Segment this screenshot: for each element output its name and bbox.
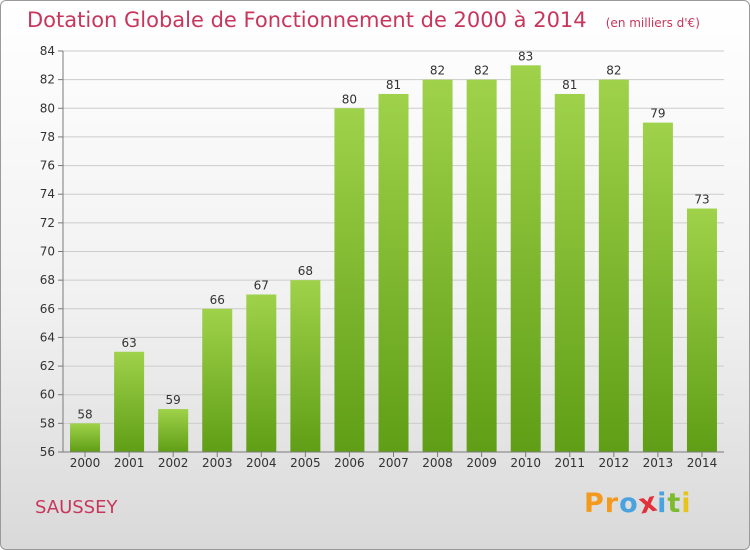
x-tick-label: 2013 bbox=[643, 456, 674, 470]
x-tick-label: 2012 bbox=[599, 456, 630, 470]
x-tick-label: 2011 bbox=[554, 456, 585, 470]
x-tick-label: 2001 bbox=[114, 456, 145, 470]
bar-2001 bbox=[114, 351, 145, 452]
x-tick-label: 2009 bbox=[466, 456, 497, 470]
bar-2013 bbox=[642, 122, 673, 452]
bar-2014 bbox=[686, 208, 717, 452]
axes: 56 58 60 62 64 66 68 70 72 74 76 78 80 82 84 2000 2001 20… bbox=[40, 44, 724, 470]
x-tick-label: 2007 bbox=[378, 456, 409, 470]
value-label: 59 bbox=[166, 393, 181, 407]
logo-letter: t bbox=[667, 488, 682, 519]
bar-2008 bbox=[422, 79, 453, 453]
y-tick-label: 80 bbox=[40, 101, 55, 115]
y-tick-label: 60 bbox=[40, 388, 55, 402]
logo-letter: o bbox=[619, 488, 639, 519]
x-tick-label: 2014 bbox=[687, 456, 718, 470]
y-tick-label: 68 bbox=[40, 273, 55, 287]
unit-note: (en milliers d'€) bbox=[605, 16, 700, 30]
bar-2006 bbox=[334, 108, 365, 453]
y-tick-label: 66 bbox=[40, 302, 55, 316]
y-tick-label: 64 bbox=[40, 330, 55, 344]
y-tick-label: 72 bbox=[40, 216, 55, 230]
y-tick-label: 78 bbox=[40, 130, 55, 144]
x-tick-label: 2005 bbox=[290, 456, 321, 470]
y-tick-label: 56 bbox=[40, 445, 55, 459]
y-tick-label: 62 bbox=[40, 359, 55, 373]
logo-letter: i bbox=[657, 488, 668, 519]
value-label: 81 bbox=[562, 78, 577, 92]
value-label: 79 bbox=[650, 107, 665, 121]
y-tick-label: 82 bbox=[40, 73, 55, 87]
bar-2004 bbox=[246, 294, 277, 452]
y-tick-label: 58 bbox=[40, 416, 55, 430]
value-label: 73 bbox=[694, 193, 709, 207]
title-row: Dotation Globale de Fonctionnement de 20… bbox=[27, 8, 700, 32]
y-tick-label: 70 bbox=[40, 245, 55, 259]
value-label: 66 bbox=[210, 293, 225, 307]
value-label: 68 bbox=[298, 264, 313, 278]
logo-letter: i bbox=[681, 488, 692, 519]
bars: 58 63 59 66 67 68 80 81 82 82 83 81 82 79 73 bbox=[70, 49, 717, 453]
bar-2005 bbox=[290, 280, 321, 452]
value-label: 80 bbox=[342, 92, 357, 106]
x-tick-label: 2010 bbox=[510, 456, 541, 470]
x-tick-label: 2003 bbox=[202, 456, 233, 470]
x-tick-label: 2000 bbox=[70, 456, 101, 470]
y-tick-label: 74 bbox=[40, 187, 55, 201]
value-label: 82 bbox=[606, 64, 621, 78]
commune-name: SAUSSEY bbox=[35, 497, 118, 518]
bar-2011 bbox=[554, 93, 585, 452]
logo-letter: r bbox=[604, 488, 620, 519]
x-tick-label: 2002 bbox=[158, 456, 189, 470]
value-label: 82 bbox=[430, 64, 445, 78]
value-label: 67 bbox=[254, 278, 269, 292]
y-tick-label: 84 bbox=[40, 44, 55, 58]
logo-letter: P bbox=[584, 488, 605, 519]
bar-2010 bbox=[510, 65, 541, 453]
bar-2002 bbox=[158, 409, 189, 452]
bar-2000 bbox=[70, 423, 101, 452]
value-label: 83 bbox=[518, 49, 533, 63]
y-tick-label: 76 bbox=[40, 159, 55, 173]
proxiti-logo: Proxiti bbox=[584, 486, 692, 520]
bar-2007 bbox=[378, 93, 409, 452]
value-label: 58 bbox=[77, 407, 92, 421]
bar-2009 bbox=[466, 79, 497, 453]
x-tick-label: 2004 bbox=[246, 456, 277, 470]
bar-2003 bbox=[202, 308, 233, 452]
value-label: 81 bbox=[386, 78, 401, 92]
x-tick-label: 2006 bbox=[334, 456, 365, 470]
value-label: 82 bbox=[474, 64, 489, 78]
x-tick-label: 2008 bbox=[422, 456, 453, 470]
chart-title: Dotation Globale de Fonctionnement de 20… bbox=[27, 8, 587, 32]
value-label: 63 bbox=[121, 336, 136, 350]
bar-2012 bbox=[598, 79, 629, 453]
